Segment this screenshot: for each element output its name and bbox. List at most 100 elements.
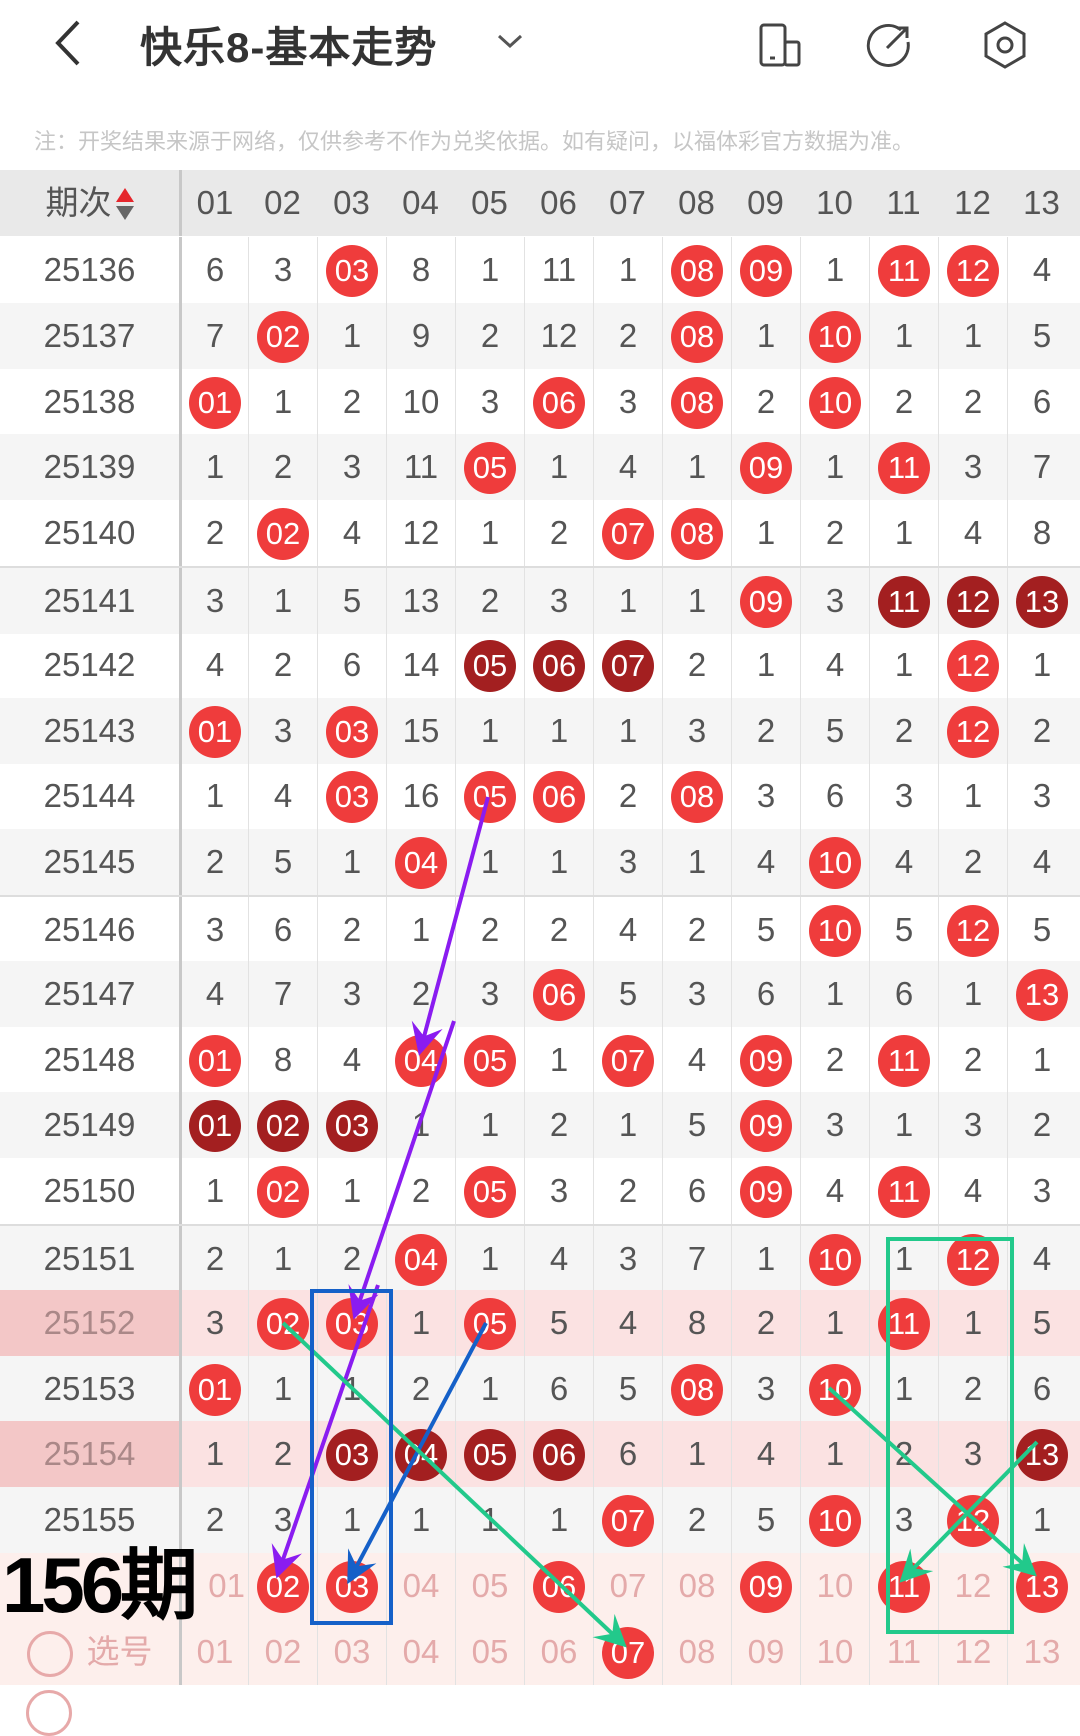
number-ball[interactable]: 01 — [189, 705, 241, 758]
table-cell[interactable]: 12 — [938, 697, 1007, 764]
table-cell[interactable]: 2 — [179, 829, 248, 896]
table-cell[interactable]: 3 — [869, 1487, 938, 1554]
table-cell[interactable]: 1 — [731, 302, 800, 369]
table-cell[interactable]: 1 — [800, 1289, 869, 1356]
table-cell[interactable]: 2 — [386, 1355, 455, 1422]
table-cell[interactable]: 2 — [731, 1289, 800, 1356]
share-icon[interactable] — [865, 20, 915, 70]
table-cell[interactable]: 2 — [455, 568, 524, 634]
table-cell[interactable]: 5 — [731, 1487, 800, 1554]
table-cell[interactable]: 6 — [524, 1355, 593, 1422]
table-cell[interactable]: 3 — [731, 1355, 800, 1422]
table-cell[interactable]: 06 — [524, 1553, 593, 1619]
number-ball[interactable]: 12 — [947, 576, 999, 628]
table-cell[interactable]: 03 — [317, 1553, 386, 1619]
table-cell[interactable]: 3 — [938, 1421, 1007, 1488]
number-ball[interactable]: 06 — [533, 771, 585, 824]
table-cell[interactable]: 6 — [593, 1421, 662, 1488]
number-ball[interactable]: 10 — [809, 1234, 861, 1286]
table-cell[interactable]: 3 — [248, 1487, 317, 1554]
table-cell[interactable]: 1 — [317, 1158, 386, 1225]
chevron-down-icon[interactable] — [495, 26, 525, 56]
table-cell[interactable]: 2 — [248, 434, 317, 501]
table-cell[interactable]: 1 — [869, 1226, 938, 1292]
table-cell[interactable]: 02 — [248, 1158, 317, 1225]
table-cell[interactable]: 1 — [869, 500, 938, 567]
number-option[interactable]: 08 — [678, 1632, 716, 1670]
number-ball[interactable]: 10 — [809, 376, 861, 429]
number-ball[interactable]: 05 — [464, 639, 516, 692]
number-ball[interactable]: 02 — [257, 1100, 309, 1153]
table-cell[interactable]: 2 — [593, 763, 662, 830]
table-cell[interactable]: 3 — [524, 1158, 593, 1225]
table-cell[interactable]: 12 — [938, 631, 1007, 698]
table-cell[interactable]: 09 — [731, 568, 800, 634]
table-cell[interactable]: 3 — [248, 237, 317, 303]
table-cell[interactable]: 1 — [179, 1421, 248, 1488]
table-cell[interactable]: 09 — [731, 1092, 800, 1159]
table-cell[interactable]: 4 — [593, 1289, 662, 1356]
table-cell[interactable]: 2 — [386, 1158, 455, 1225]
table-cell[interactable]: 8 — [248, 1026, 317, 1093]
table-cell[interactable]: 6 — [869, 960, 938, 1027]
number-ball[interactable]: 11 — [878, 245, 930, 297]
table-cell[interactable]: 3 — [1007, 1158, 1076, 1225]
table-cell[interactable]: 1 — [593, 697, 662, 764]
table-cell[interactable]: 10 — [800, 1487, 869, 1554]
number-option[interactable]: 08 — [678, 1567, 716, 1604]
table-cell[interactable]: 2 — [179, 1226, 248, 1292]
table-cell[interactable]: 04 — [386, 1421, 455, 1488]
number-ball[interactable]: 12 — [947, 1495, 999, 1548]
table-cell[interactable]: 1 — [938, 302, 1007, 369]
table-cell[interactable]: 5 — [731, 897, 800, 963]
number-ball[interactable]: 04 — [395, 1034, 447, 1087]
number-ball[interactable]: 02 — [257, 1561, 309, 1613]
table-cell[interactable]: 9 — [386, 302, 455, 369]
table-cell[interactable]: 1 — [455, 500, 524, 567]
table-cell[interactable]: 3 — [317, 434, 386, 501]
number-ball[interactable]: 08 — [671, 508, 723, 561]
number-ball[interactable]: 11 — [878, 1166, 930, 1219]
number-ball[interactable]: 12 — [947, 1234, 999, 1286]
table-cell[interactable]: 3 — [524, 568, 593, 634]
number-ball[interactable]: 03 — [326, 1100, 378, 1153]
table-cell[interactable]: 10 — [800, 1355, 869, 1422]
table-cell[interactable]: 01 — [179, 1092, 248, 1159]
table-cell[interactable]: 2 — [662, 897, 731, 963]
table-cell[interactable]: 3 — [800, 1092, 869, 1159]
number-ball[interactable]: 11 — [878, 1034, 930, 1087]
table-cell[interactable]: 2 — [869, 697, 938, 764]
table-cell[interactable]: 4 — [800, 1158, 869, 1225]
table-cell[interactable]: 09 — [731, 1026, 800, 1093]
table-cell[interactable]: 01 — [179, 368, 248, 435]
number-ball[interactable]: 10 — [809, 905, 861, 957]
table-cell[interactable]: 5 — [1007, 1289, 1076, 1356]
table-cell[interactable]: 08 — [662, 1618, 731, 1685]
number-ball[interactable]: 11 — [878, 1297, 930, 1350]
table-cell[interactable]: 11 — [869, 1289, 938, 1356]
table-cell[interactable]: 2 — [731, 368, 800, 435]
number-ball[interactable]: 01 — [189, 1363, 241, 1416]
table-cell[interactable]: 4 — [179, 960, 248, 1027]
number-ball[interactable]: 03 — [326, 1297, 378, 1350]
table-cell[interactable]: 2 — [317, 368, 386, 435]
table-cell[interactable]: 2 — [662, 631, 731, 698]
table-cell[interactable]: 3 — [179, 897, 248, 963]
table-cell[interactable]: 3 — [179, 1289, 248, 1356]
number-ball[interactable]: 05 — [464, 1297, 516, 1350]
table-cell[interactable]: 1 — [869, 302, 938, 369]
number-ball[interactable]: 06 — [533, 639, 585, 692]
table-cell[interactable]: 1 — [731, 631, 800, 698]
number-ball[interactable]: 13 — [1016, 1429, 1068, 1482]
table-cell[interactable]: 2 — [317, 897, 386, 963]
table-cell[interactable]: 07 — [593, 1618, 662, 1685]
table-cell[interactable]: 11 — [869, 1618, 938, 1685]
table-cell[interactable]: 1 — [317, 302, 386, 369]
table-cell[interactable]: 4 — [1007, 237, 1076, 303]
table-cell[interactable]: 1 — [455, 697, 524, 764]
number-ball[interactable]: 05 — [464, 1034, 516, 1087]
table-cell[interactable]: 05 — [455, 1289, 524, 1356]
table-cell[interactable]: 1 — [593, 237, 662, 303]
table-cell[interactable]: 5 — [524, 1289, 593, 1356]
table-cell[interactable]: 08 — [662, 1553, 731, 1619]
